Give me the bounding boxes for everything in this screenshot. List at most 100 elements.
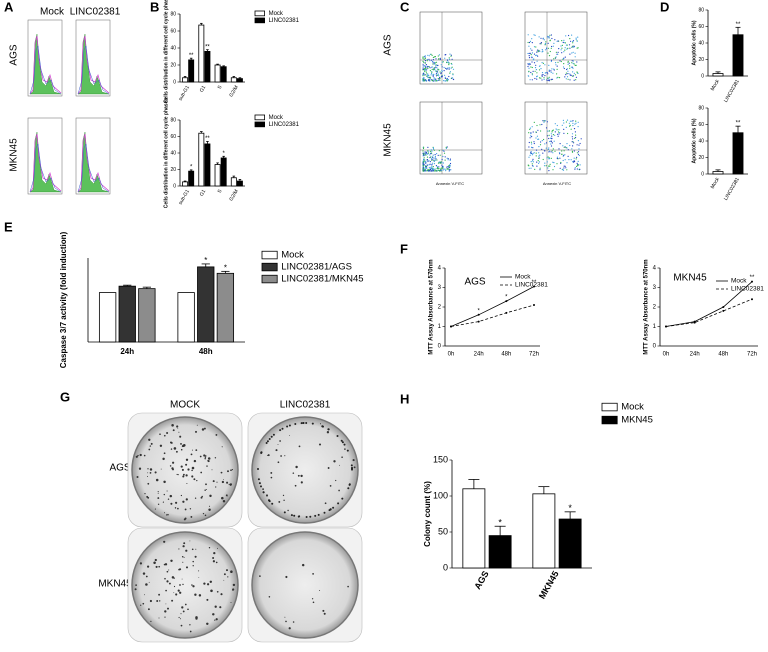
flow-dot (561, 44, 564, 47)
legend-swatch (254, 17, 266, 24)
colony (312, 601, 315, 604)
flow-dot (575, 158, 577, 160)
colony (179, 591, 182, 594)
colony (219, 606, 222, 609)
colony (195, 449, 198, 451)
flow-dot (556, 156, 559, 158)
flow-dot (444, 159, 446, 161)
flow-dot (424, 68, 426, 70)
colony (148, 448, 151, 451)
y-tick-label: 3 (438, 285, 442, 291)
flow-dot (571, 62, 573, 64)
bar (204, 143, 211, 187)
flow-dot (530, 48, 532, 50)
flow-dot (560, 45, 562, 47)
flow-dot (431, 162, 433, 164)
colony (203, 582, 206, 585)
flow-dot (536, 165, 538, 167)
flow-dot (446, 166, 448, 168)
colony (157, 497, 160, 500)
colony (200, 496, 203, 499)
flow-dot (424, 55, 426, 57)
colony (214, 619, 216, 621)
flow-dot (550, 71, 552, 73)
colony (157, 492, 159, 494)
flow-dot (449, 158, 451, 160)
flow-dot (570, 40, 572, 42)
plate (131, 531, 239, 639)
colony (136, 475, 139, 479)
flow-dot (530, 66, 532, 68)
histogram (75, 117, 111, 195)
colony (271, 502, 274, 505)
point (505, 311, 508, 314)
flow-dot (427, 54, 429, 56)
flow-dot (542, 62, 545, 64)
column-label: MOCK (170, 400, 200, 411)
flow-dot (531, 73, 533, 75)
colony (191, 475, 194, 478)
flow-dot (570, 128, 572, 130)
colony (288, 435, 290, 436)
colony (180, 613, 182, 615)
flow-dot (564, 56, 566, 58)
flow-dot (532, 131, 534, 133)
flow-dot (553, 68, 555, 70)
flow-dot (532, 161, 535, 163)
flow-dot (424, 80, 426, 82)
flow-dot (443, 150, 445, 152)
flow-dot (548, 170, 550, 172)
colony (165, 603, 167, 605)
flow-dot (552, 45, 554, 47)
flow-dot (425, 67, 427, 69)
colony (182, 545, 185, 548)
flow-dot (446, 79, 448, 81)
flow-dot (572, 75, 575, 77)
flow-dot (430, 150, 432, 152)
flow-dot (451, 77, 454, 79)
colony (336, 435, 339, 437)
flow-dot (577, 140, 580, 142)
x-tick-label: sub-G1 (178, 84, 192, 101)
flow-dot (452, 68, 455, 70)
colony (230, 570, 233, 573)
colony (169, 465, 172, 467)
flow-dot (536, 72, 538, 74)
flow-dot (448, 170, 450, 172)
flow-dot (435, 75, 438, 77)
flow-dot (530, 52, 532, 54)
colony (281, 427, 284, 430)
plate (131, 416, 239, 524)
bar (230, 177, 237, 187)
bar (216, 272, 235, 343)
flow-dot (447, 158, 449, 160)
colony (283, 499, 285, 502)
flow-dot (428, 167, 430, 169)
colony (228, 483, 230, 485)
flow-dot (442, 61, 444, 63)
flow-dot (564, 47, 566, 49)
flow-dot (547, 130, 549, 132)
flow-dot (443, 152, 446, 154)
flow-dot (436, 70, 439, 72)
colony (311, 598, 314, 600)
colony (341, 456, 343, 458)
y-tick-label: 60 (698, 24, 704, 30)
flow-dot (575, 64, 577, 66)
flow-dot (541, 140, 543, 142)
colony (192, 565, 194, 567)
flow-dot (563, 167, 565, 169)
flow-dot (548, 64, 550, 66)
significance: ** (205, 44, 210, 50)
colony (344, 448, 346, 450)
flow-dot (539, 154, 541, 156)
colony (288, 627, 291, 630)
flow-dot (425, 169, 427, 171)
colony (181, 578, 183, 580)
flow-dot (431, 167, 433, 169)
flow-dot (451, 58, 453, 60)
flow-dot (557, 76, 559, 78)
colony (270, 476, 273, 479)
colony (283, 511, 286, 514)
